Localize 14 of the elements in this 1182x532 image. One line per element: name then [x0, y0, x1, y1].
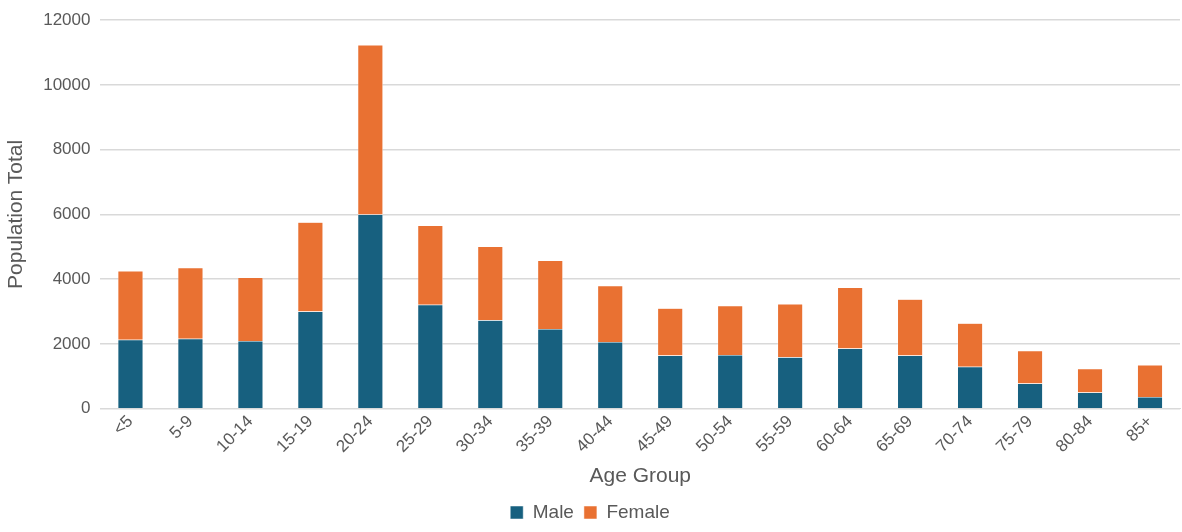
y-tick-label: 6000 [52, 204, 91, 224]
legend-label: Male [532, 500, 574, 522]
legend-label: Female [606, 500, 670, 522]
x-axis-title: Age Group [589, 463, 692, 487]
y-axis-title: Population Total [3, 139, 27, 289]
y-tick-label: 4000 [52, 268, 91, 288]
y-tick-label: 8000 [52, 139, 91, 159]
y-tick-label: 2000 [52, 333, 91, 353]
x-tick-label: 5-9 [165, 411, 197, 443]
x-tick-label: <5 [109, 411, 137, 439]
y-tick-label: 10000 [43, 74, 91, 94]
y-tick-label: 12000 [43, 9, 91, 29]
y-tick-label: 0 [81, 398, 91, 418]
x-tick-label: 85+ [1122, 411, 1157, 446]
